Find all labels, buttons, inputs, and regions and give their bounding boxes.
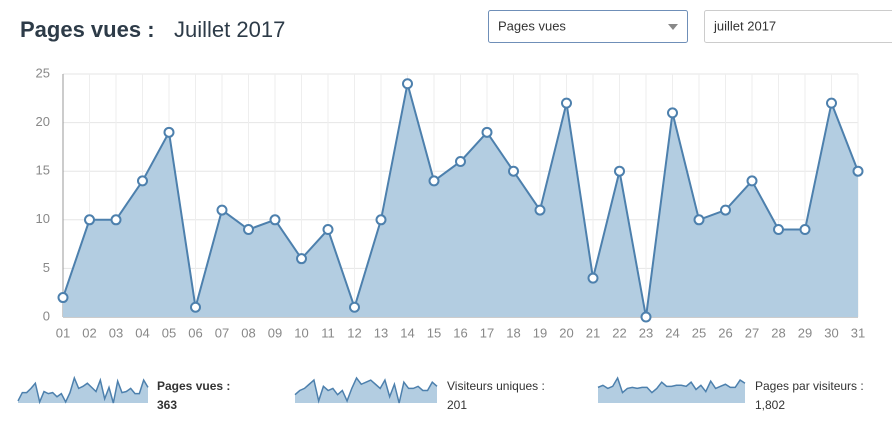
x-tick-label: 15 xyxy=(427,325,441,340)
select-arrow xyxy=(668,24,678,30)
x-tick-label: 13 xyxy=(374,325,388,340)
x-tick-label: 19 xyxy=(533,325,547,340)
point xyxy=(773,224,784,236)
stats: Pages vues : 363 Visiteurs uniques : 201 Pag… xyxy=(17,375,864,412)
point xyxy=(455,155,466,167)
point xyxy=(269,214,281,226)
stat-label: Pages vues : xyxy=(157,379,230,393)
y-tick-label: 0 xyxy=(43,308,50,323)
x-tick-label: 24 xyxy=(665,325,679,340)
x-tick-label: 08 xyxy=(241,325,255,340)
sparkline xyxy=(597,376,746,394)
y-tick-label: 5 xyxy=(43,260,50,275)
x-tick-label: 27 xyxy=(745,325,759,340)
stat-label: Visiteurs uniques : xyxy=(447,379,545,393)
x-tick-label: 28 xyxy=(771,325,785,340)
select-box[interactable] xyxy=(704,10,892,43)
point xyxy=(57,292,69,304)
point xyxy=(720,204,731,216)
page-title: Pages vues : xyxy=(20,17,155,42)
point xyxy=(746,175,758,187)
point xyxy=(508,165,519,177)
stat-value: 363 xyxy=(157,398,177,412)
point xyxy=(561,97,572,109)
point xyxy=(163,126,175,138)
y-tick-label: 25 xyxy=(36,65,50,80)
x-tick-label: 07 xyxy=(215,325,229,340)
sparkline xyxy=(17,375,149,405)
x-tick-label: 10 xyxy=(294,325,308,340)
point xyxy=(587,272,599,284)
x-tick-label: 29 xyxy=(798,325,812,340)
page-period: Juillet 2017 xyxy=(174,17,285,42)
sparkline-fill xyxy=(295,378,437,403)
point xyxy=(614,165,625,177)
point xyxy=(137,175,148,187)
point xyxy=(110,214,122,226)
x-tick-label: 23 xyxy=(639,325,653,340)
point xyxy=(349,301,360,313)
stat-label: Pages par visiteurs : xyxy=(755,379,864,393)
x-tick-label: 09 xyxy=(268,325,282,340)
point xyxy=(693,214,705,226)
point xyxy=(852,165,864,177)
x-tick-label: 03 xyxy=(109,325,123,340)
point xyxy=(667,107,678,119)
select-value[interactable]: Pages vues xyxy=(498,18,566,33)
x-tick-label: 06 xyxy=(188,325,202,340)
point xyxy=(534,204,546,216)
x-tick-label: 20 xyxy=(559,325,573,340)
y-tick-label: 15 xyxy=(36,163,50,178)
point xyxy=(216,204,228,216)
stat-value: 1,802 xyxy=(755,398,785,412)
x-tick-label: 01 xyxy=(56,325,70,340)
x-tick-label: 17 xyxy=(480,325,494,340)
x-tick-label: 05 xyxy=(162,325,176,340)
x-tick-label: 26 xyxy=(718,325,732,340)
point xyxy=(375,214,387,226)
point xyxy=(428,175,440,187)
x-tick-label: 04 xyxy=(135,325,149,340)
point xyxy=(322,224,334,236)
sparkline xyxy=(294,376,438,404)
x-tick-label: 25 xyxy=(692,325,706,340)
select-box[interactable] xyxy=(488,10,688,43)
point xyxy=(826,97,837,109)
x-tick-label: 18 xyxy=(506,325,520,340)
area-fill xyxy=(63,83,858,317)
point xyxy=(402,78,413,90)
y-tick-label: 10 xyxy=(36,211,50,226)
select-value[interactable]: juillet 2017 xyxy=(713,18,776,33)
x-tick-label: 14 xyxy=(400,325,414,340)
x-tick-label: 22 xyxy=(612,325,626,340)
point xyxy=(640,311,652,323)
y-tick-label: 20 xyxy=(36,114,50,129)
sparkline-fill xyxy=(598,378,745,403)
point xyxy=(84,214,95,226)
x-tick-label: 31 xyxy=(851,325,865,340)
point xyxy=(296,253,307,265)
month-select[interactable]: juillet 2017 xyxy=(704,10,892,43)
sparkline-fill xyxy=(18,378,148,403)
x-tick-label: 30 xyxy=(824,325,838,340)
point xyxy=(799,224,811,236)
x-tick-label: 02 xyxy=(82,325,96,340)
stat-value: 201 xyxy=(447,398,467,412)
metric-select[interactable]: Pages vues xyxy=(488,10,688,43)
x-tick-label: 21 xyxy=(586,325,600,340)
x-tick-label: 11 xyxy=(321,325,335,340)
x-tick-label: 12 xyxy=(347,325,361,340)
x-tick-label: 16 xyxy=(453,325,467,340)
point xyxy=(190,301,201,313)
point xyxy=(243,224,254,236)
point xyxy=(481,126,493,138)
